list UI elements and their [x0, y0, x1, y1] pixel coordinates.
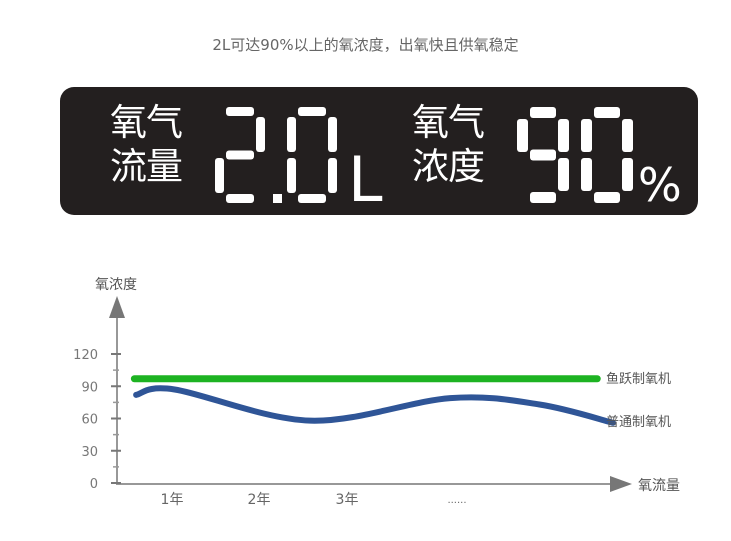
series-label: 普通制氧机	[606, 415, 671, 430]
x-axis-label: 氧流量	[638, 478, 680, 494]
x-tick-label: 2年	[248, 492, 271, 508]
digit-segment	[298, 194, 326, 203]
digit-segment	[622, 158, 633, 191]
digit-segment	[581, 119, 592, 152]
concentration-value-digits	[517, 107, 633, 203]
y-tick-label: 30	[81, 445, 98, 460]
flow-label-line2: 流量	[110, 145, 183, 188]
flow-value-digits	[215, 107, 337, 203]
digit-segment	[226, 194, 254, 203]
digit-segment	[328, 117, 337, 152]
y-axis-arrow-icon	[109, 296, 125, 318]
digit-segment	[298, 107, 326, 116]
x-axis-arrow-icon	[610, 476, 632, 492]
digit-segment	[530, 192, 556, 203]
y-tick-label: 120	[73, 348, 98, 363]
x-tick-label: 3年	[336, 492, 359, 508]
digit-segment	[256, 117, 265, 152]
digit-segment	[517, 119, 528, 152]
digit-segment	[581, 158, 592, 191]
digit-segment	[594, 192, 620, 203]
series-label: 鱼跃制氧机	[606, 371, 671, 387]
flow-unit: L	[348, 143, 383, 215]
digit-segment	[287, 117, 296, 152]
series-line	[133, 385, 616, 426]
seven-segment-display: L %	[215, 107, 682, 215]
concentration-label-line1: 氧气	[412, 101, 485, 144]
concentration-label-line2: 浓度	[412, 145, 485, 188]
flow-label-line1: 氧气	[110, 101, 183, 144]
digit-segment	[530, 149, 556, 161]
y-tick-label: 90	[81, 380, 98, 395]
concentration-unit: %	[638, 158, 682, 212]
flow-label: 氧气 流量	[110, 101, 194, 189]
display-panel: 氧气 流量 氧气 浓度 L %	[60, 87, 698, 215]
y-tick-label: 0	[90, 477, 98, 492]
digit-segment	[622, 119, 633, 152]
digit-segment	[594, 107, 620, 118]
digit-segment	[530, 107, 556, 118]
digit-segment	[558, 119, 569, 152]
concentration-label: 氧气 浓度	[412, 101, 496, 189]
digit-segment	[215, 158, 224, 193]
digit-segment	[287, 158, 296, 193]
headline: 2L可达90%以上的氧浓度，出氧快且供氧稳定	[212, 36, 519, 54]
y-axis-label: 氧浓度	[95, 277, 137, 293]
decimal-point	[273, 194, 282, 203]
y-tick-label: 60	[81, 413, 98, 428]
digit-segment	[558, 158, 569, 191]
x-tick-label: ......	[447, 495, 466, 506]
x-tick-label: 1年	[161, 492, 184, 508]
digit-segment	[328, 158, 337, 193]
digit-segment	[226, 107, 254, 116]
digit-segment	[226, 150, 254, 160]
